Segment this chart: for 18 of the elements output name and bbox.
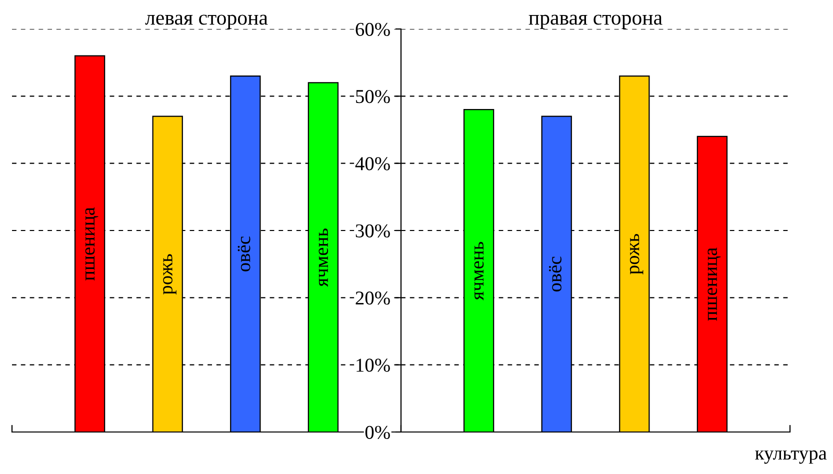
category-label: ячмень (474, 242, 484, 300)
y-tick-label: 10% (356, 358, 390, 372)
y-tick-label: 0% (365, 426, 390, 439)
y-tick-label: 30% (356, 224, 390, 238)
category-label: рожь (163, 254, 176, 294)
category-label: ячмень (318, 228, 328, 287)
chart-title: правая сторона (528, 14, 662, 29)
y-tick-label: 60% (356, 22, 390, 36)
y-tick-label: 20% (356, 291, 390, 305)
category-label: овёс (548, 256, 562, 292)
chart-title: левая сторона (145, 14, 268, 29)
category-label: овёс (238, 236, 250, 272)
y-tick-label: 50% (356, 90, 390, 104)
category-label: рожь (630, 234, 644, 274)
y-tick-label: 40% (355, 157, 390, 170)
category-label: пшеница (85, 207, 98, 281)
x-axis-title: культура (755, 450, 827, 464)
category-label: пшеница (708, 248, 721, 321)
